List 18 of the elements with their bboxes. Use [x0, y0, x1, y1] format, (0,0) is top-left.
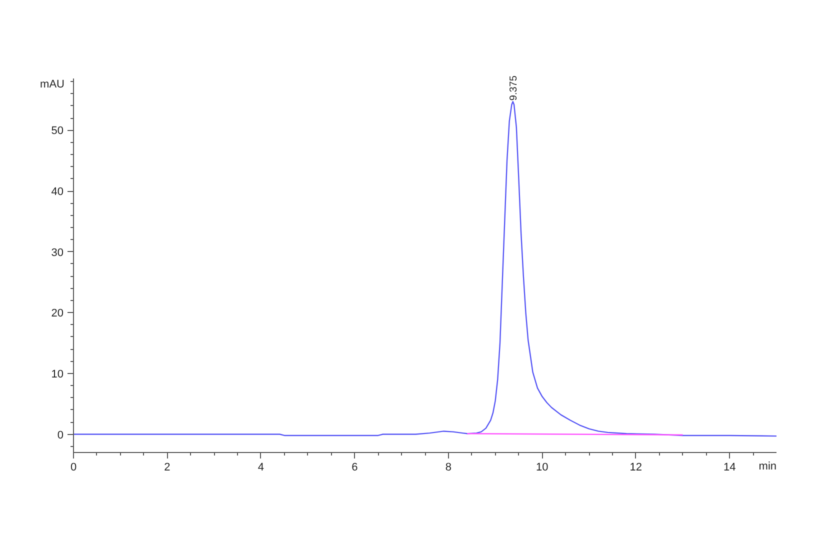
line-series: [72, 101, 778, 437]
x-tick-label: 12: [630, 462, 642, 474]
y-tick-label: 0: [57, 429, 64, 442]
y-tick-label: 50: [51, 125, 64, 138]
x-tick-label: 10: [536, 462, 548, 474]
x-tick-label: 6: [352, 462, 358, 474]
y-tick-label: 10: [51, 368, 64, 380]
y-axis-title: mAU: [40, 78, 65, 90]
y-tick-label: 20: [51, 308, 64, 320]
x-tick-label: 4: [258, 462, 264, 474]
x-axis-title: min: [758, 460, 777, 472]
x-tick-label: 0: [70, 462, 77, 474]
x-tick-label: 2: [164, 462, 170, 474]
x-tick-label: 8: [445, 462, 452, 474]
annotation: 9.375: [508, 75, 520, 101]
y-tick-label: 40: [51, 186, 64, 198]
x-tick-label: 14: [724, 462, 736, 474]
y-tick-label: 30: [51, 246, 64, 259]
